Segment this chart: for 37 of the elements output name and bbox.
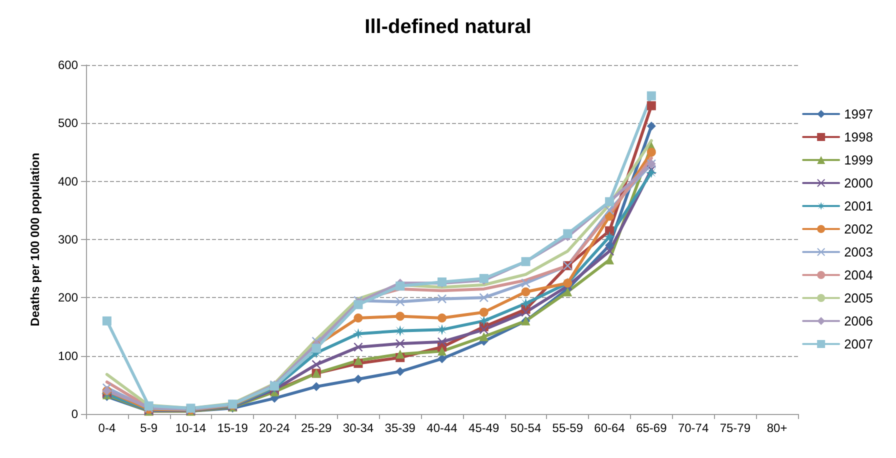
x-tick-label: 70-74 xyxy=(678,421,709,435)
x-tick-label: 75-79 xyxy=(720,421,751,435)
legend-label: 2002 xyxy=(844,222,873,236)
x-tick-label: 40-44 xyxy=(426,421,458,435)
legend-label: 1997 xyxy=(844,106,873,122)
x-tick-label: 30-34 xyxy=(342,421,374,435)
x-tick-label: 50-54 xyxy=(510,421,542,435)
legend-label: 2006 xyxy=(844,314,873,328)
x-tick-label: 25-29 xyxy=(301,421,332,435)
y-tick-label: 100 xyxy=(58,348,78,363)
legend-label: 2000 xyxy=(844,176,873,190)
x-tick-label: 0-4 xyxy=(98,421,116,435)
x-tick-label: 55-59 xyxy=(552,421,584,435)
x-tick-label: 60-64 xyxy=(594,421,626,435)
legend-label: 1998 xyxy=(844,130,873,144)
x-tick-label: 35-39 xyxy=(384,421,416,435)
legend-label: 2003 xyxy=(844,244,873,260)
y-tick-label: 0 xyxy=(71,407,78,421)
y-tick-label: 600 xyxy=(58,58,78,72)
x-tick-label: 80+ xyxy=(766,421,788,435)
x-tick-label: 65-69 xyxy=(636,421,668,435)
x-tick-label: 10-14 xyxy=(175,421,206,435)
chart-title: Ill-defined natural xyxy=(364,16,532,38)
legend-label: 2001 xyxy=(844,198,873,214)
legend-label: 2005 xyxy=(844,290,873,306)
y-tick-label: 300 xyxy=(58,232,78,246)
y-tick-label: 400 xyxy=(58,174,78,188)
legend-label: 1999 xyxy=(844,152,873,168)
y-tick-label: 200 xyxy=(58,290,78,305)
y-axis-title: Deaths per 100 000 population xyxy=(28,152,42,326)
legend-label: 2007 xyxy=(844,336,873,352)
x-tick-label: 5-9 xyxy=(140,421,158,435)
x-tick-label: 15-19 xyxy=(217,421,248,435)
x-tick-label: 45-49 xyxy=(468,421,500,435)
legend-label: 2004 xyxy=(844,268,873,282)
x-tick-label: 20-24 xyxy=(259,421,290,435)
y-tick-label: 500 xyxy=(58,116,78,130)
